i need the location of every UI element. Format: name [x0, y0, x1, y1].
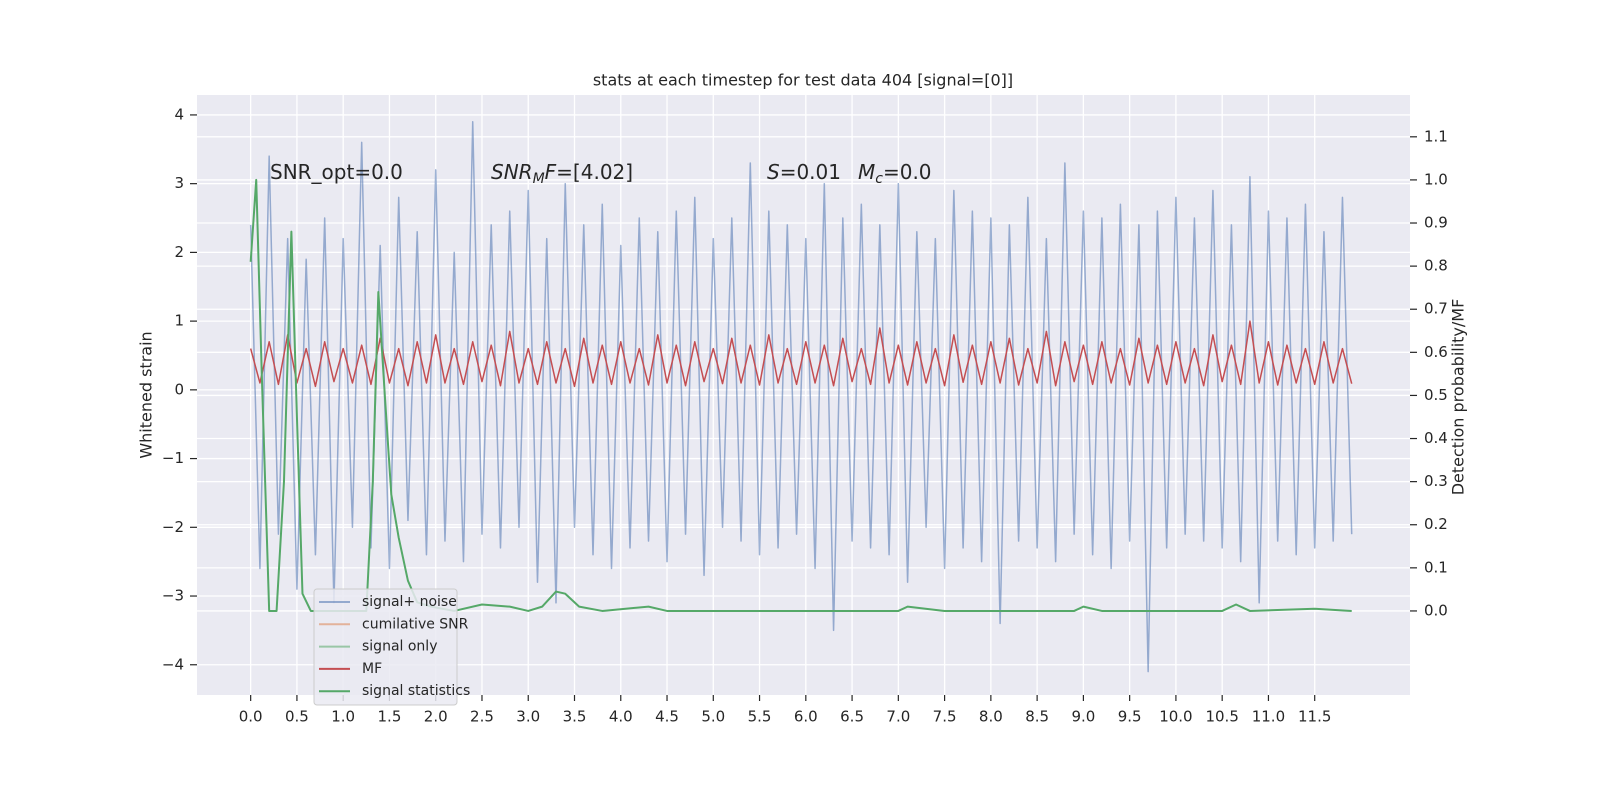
x-tick-label: 2.0	[424, 708, 448, 726]
x-tick-label: 3.5	[563, 708, 587, 726]
annotations: SNR_opt=0.0 SNRMF=[4.02] S=0.01 Mc=0.0	[270, 160, 932, 188]
y2-tick-label: 0.9	[1424, 214, 1448, 232]
x-tick-label: 4.5	[655, 708, 679, 726]
y2-tick-label: 0.5	[1424, 386, 1448, 404]
y2-tick-label: 0.6	[1424, 343, 1448, 361]
x-tick-label: 11.0	[1252, 708, 1285, 726]
y-tick-label: 0	[174, 380, 184, 398]
x-tick-label: 6.5	[840, 708, 864, 726]
series-line	[249, 121, 1353, 673]
x-tick-label: 5.0	[701, 708, 725, 726]
y-tick-label: 2	[174, 243, 184, 261]
y2-tick-label: 0.7	[1424, 300, 1448, 318]
y-tick-label: 1	[174, 312, 184, 330]
x-tick-label: 9.0	[1071, 708, 1095, 726]
x-tick-label: 8.5	[1025, 708, 1049, 726]
legend-label: MF	[362, 661, 382, 677]
x-tick-label: 10.5	[1205, 708, 1238, 726]
annotation: SNR_opt=0.0	[270, 160, 403, 184]
annotation: S=0.01	[767, 160, 841, 184]
x-tick-label: 6.0	[794, 708, 818, 726]
legend-label: signal statistics	[362, 683, 470, 699]
x-tick-label: 8.0	[979, 708, 1003, 726]
y2-axis-label: Detection probability/MF	[1449, 299, 1468, 496]
x-tick-label: 7.0	[886, 708, 910, 726]
annotation-part: =[4.02]	[556, 160, 633, 184]
annotation: Mc=0.0	[858, 160, 932, 188]
x-tick-label: 1.0	[331, 708, 355, 726]
x-tick-label: 4.0	[609, 708, 633, 726]
y-tick-label: 4	[174, 105, 184, 123]
plot-marks	[249, 121, 1353, 673]
y-axis-label: Whitened strain	[137, 331, 156, 458]
y2-tick-label: 0.0	[1424, 601, 1448, 619]
annotation-part: =0.0	[883, 160, 932, 184]
x-tick-label: 0.0	[239, 708, 263, 726]
legend-label: signal only	[362, 639, 437, 655]
y-tick-label: −2	[162, 518, 184, 536]
annotation-part: SNR	[491, 160, 533, 184]
x-tick-label: 7.5	[933, 708, 957, 726]
series-line	[249, 320, 1353, 388]
y2-tick-label: 0.3	[1424, 472, 1448, 490]
legend-label: signal+ noise	[362, 594, 457, 610]
annotation: SNRMF=[4.02]	[491, 160, 633, 188]
y2-tick-label: 1.1	[1424, 127, 1448, 145]
x-tick-label: 1.5	[378, 708, 402, 726]
legend-label: cumilative SNR	[362, 616, 469, 632]
x-tick-label: 10.0	[1159, 708, 1192, 726]
x-tick-label: 9.5	[1118, 708, 1142, 726]
y2-tick-label: 0.4	[1424, 429, 1448, 447]
y-tick-label: 3	[174, 174, 184, 192]
axes: 0.0 0.5 1.0 1.5 2.0 2.5 3.0 3.5 4.0 4.5 5.0 5.5 6.0 6…	[162, 105, 1448, 725]
series-line	[249, 178, 1352, 612]
chart-title: stats at each timestep for test data 404…	[593, 71, 1013, 90]
annotation-part: c	[875, 171, 883, 187]
y-tick-label: −3	[162, 587, 184, 605]
y-tick-label: −1	[162, 449, 184, 467]
annotation-part: =0.01	[780, 160, 841, 184]
y2-tick-label: 0.1	[1424, 558, 1448, 576]
y2-tick-label: 0.2	[1424, 515, 1448, 533]
y2-tick-label: 1.0	[1424, 170, 1448, 188]
annotation-part: M	[858, 160, 875, 184]
x-tick-label: 5.5	[748, 708, 772, 726]
y2-tick-label: 0.8	[1424, 257, 1448, 275]
x-tick-label: 11.5	[1298, 708, 1331, 726]
legend-box	[313, 588, 458, 706]
annotation-part: M	[533, 171, 545, 187]
y-tick-label: −4	[162, 655, 184, 673]
legend: signal+ noise cumilative SNR signal only MF…	[313, 588, 470, 706]
annotation-part: S	[767, 160, 780, 184]
grid	[197, 95, 1410, 695]
x-tick-label: 0.5	[285, 708, 309, 726]
annotation-part: SNR_opt=0.0	[270, 160, 403, 184]
x-tick-label: 2.5	[470, 708, 494, 726]
annotation-part: F	[545, 160, 557, 184]
x-tick-label: 3.0	[516, 708, 540, 726]
